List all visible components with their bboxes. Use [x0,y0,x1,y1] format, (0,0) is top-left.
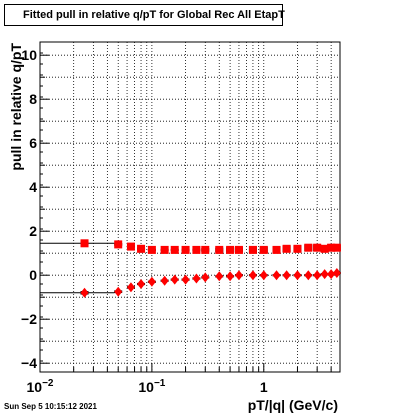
data-point [80,287,89,298]
data-point [304,270,313,281]
data-point [160,275,169,286]
x-tick-label: 10−1 [138,378,165,395]
data-point [293,270,302,281]
data-point [320,269,329,280]
data-point [192,245,201,254]
data-point [126,282,135,293]
data-point [293,244,302,253]
data-point [332,243,341,252]
y-tick-label: −4 [21,355,37,371]
data-point [181,245,190,254]
data-point [201,245,210,254]
y-tick-label: 8 [29,91,37,107]
y-tick-label: 4 [29,179,37,195]
data-point [126,242,135,251]
data-point [181,274,190,285]
data-point [327,269,336,280]
data-point [215,245,224,254]
y-tick-label: 0 [29,267,37,283]
data-point [215,271,224,282]
data-point [259,245,268,254]
data-point [248,270,257,281]
data-point [226,271,235,282]
data-point [137,279,146,289]
data-point [282,270,291,281]
data-point [313,243,322,252]
data-point [259,270,268,281]
data-point [234,270,243,281]
data-point [170,245,179,254]
data-point [192,273,201,284]
x-tick-label: 10−2 [27,378,54,395]
data-point [282,244,291,253]
data-point [80,239,89,248]
data-series [40,239,341,298]
data-point [304,243,313,252]
x-axis-label: pT/|q| (GeV/c) [248,397,338,413]
y-tick-label: 2 [29,223,37,239]
data-point [147,245,156,254]
data-point [332,268,341,278]
grid-lines [39,42,340,372]
plot-frame [39,41,341,373]
data-point [313,270,322,281]
data-point [114,240,123,249]
timestamp-label: Sun Sep 5 10:15:12 2021 [4,402,97,411]
data-point [327,243,336,252]
data-point [226,245,235,254]
y-tick-label: 6 [29,135,37,151]
data-point [272,245,281,254]
data-point [160,245,169,254]
axis-ticks [39,41,332,373]
y-tick-label: 10 [21,47,37,63]
chart-title: Fitted pull in relative q/pT for Global … [4,4,285,26]
data-point [320,244,329,253]
data-point [114,286,123,297]
data-point [248,245,257,254]
data-point [201,272,210,283]
data-point [147,276,156,287]
y-tick-label: −2 [21,311,37,327]
data-point [170,274,179,285]
data-point [272,270,281,281]
tick-labels: −4 −2 0 2 4 6 8 10 10−2 10−1 1 [21,47,268,395]
data-point [234,245,243,254]
y-axis-label: pull in relative q/pT [8,43,24,171]
x-tick-label: 1 [260,379,268,395]
data-point [137,244,146,253]
